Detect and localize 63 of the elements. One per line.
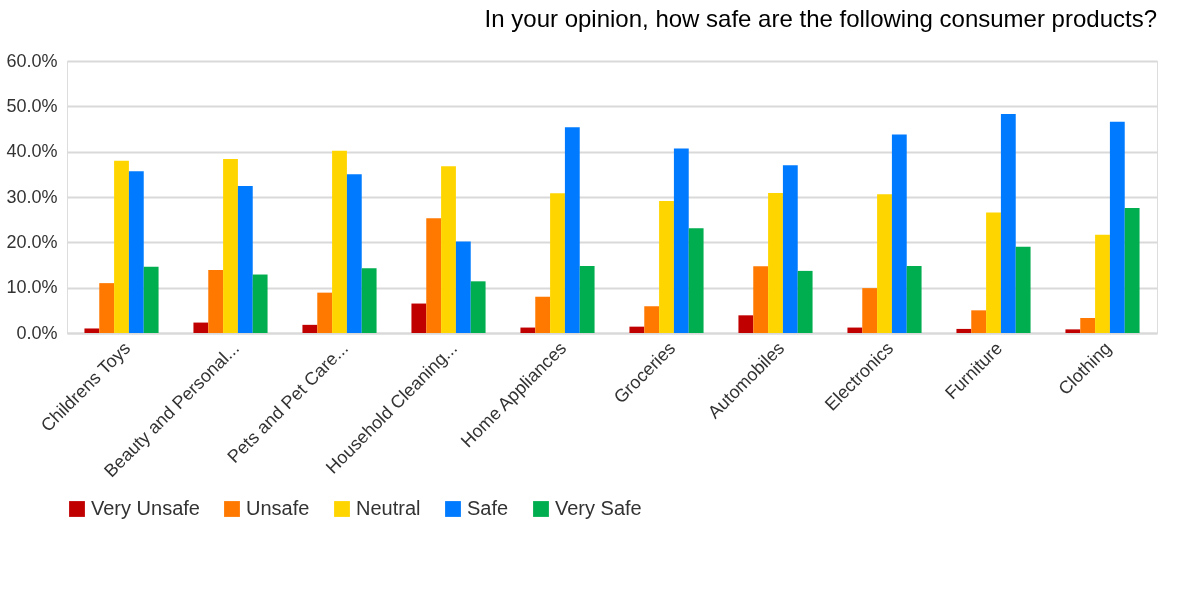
bar [550, 193, 565, 333]
legend-label: Very Safe [555, 497, 642, 519]
bar [426, 218, 442, 333]
bar [237, 186, 253, 333]
bar [317, 292, 333, 333]
bar [659, 201, 674, 333]
bar [1015, 246, 1031, 333]
bar [470, 281, 486, 333]
y-tick-label: 40.0% [6, 141, 58, 162]
bar [1065, 329, 1081, 333]
y-tick-label: 30.0% [6, 186, 58, 207]
bar [1124, 207, 1140, 333]
legend-label: Neutral [356, 497, 421, 519]
legend-label: Very Unsafe [91, 497, 200, 519]
bar [143, 266, 159, 333]
bar [673, 148, 689, 333]
bar [768, 192, 783, 333]
bar [252, 274, 268, 333]
bar [738, 315, 754, 333]
y-tick-label: 10.0% [6, 277, 58, 298]
bar [956, 328, 972, 333]
bar [455, 241, 471, 333]
bar [579, 265, 595, 333]
chart-title: In your opinion, how safe are the following consumer products? [484, 5, 1157, 32]
bar [862, 288, 878, 333]
legend-label: Safe [467, 497, 509, 519]
bar [99, 283, 115, 333]
bar [535, 296, 551, 333]
bar [564, 127, 580, 333]
bar [1109, 121, 1125, 333]
bar [782, 165, 798, 333]
bar [753, 266, 769, 333]
bar [644, 306, 660, 333]
bar [193, 322, 209, 333]
bar [1095, 234, 1110, 333]
bar [84, 328, 100, 333]
bar [797, 270, 813, 333]
bar [128, 171, 144, 333]
bar [891, 134, 907, 333]
y-tick-label: 20.0% [6, 231, 58, 252]
bar [877, 194, 892, 333]
y-tick-label: 50.0% [6, 95, 58, 116]
bar [332, 150, 347, 333]
bar [346, 174, 362, 333]
y-tick-label: 0.0% [16, 322, 58, 343]
bar [520, 327, 536, 333]
bar [629, 326, 645, 333]
bar [411, 303, 427, 333]
bar [302, 324, 318, 333]
bar [114, 160, 129, 333]
bar [223, 158, 238, 333]
bar [361, 268, 377, 333]
bar [847, 327, 863, 333]
bar [208, 269, 224, 333]
bar [1000, 114, 1016, 333]
bar [441, 166, 456, 333]
legend-label: Unsafe [246, 497, 310, 519]
bar [1080, 318, 1096, 333]
bar [688, 228, 704, 333]
bar [971, 310, 987, 333]
bar [906, 265, 922, 333]
bar [986, 212, 1001, 333]
y-tick-label: 60.0% [6, 50, 58, 71]
